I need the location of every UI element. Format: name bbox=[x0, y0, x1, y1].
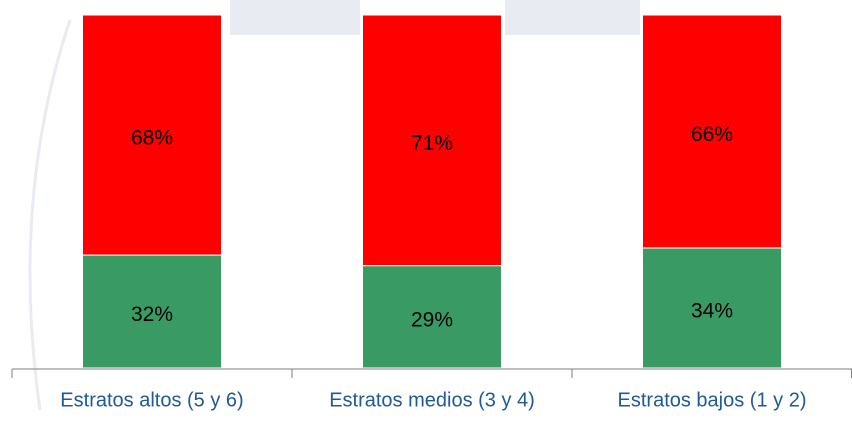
value-label: 34% bbox=[691, 300, 733, 323]
watermark-arc bbox=[28, 19, 72, 411]
value-label: 68% bbox=[131, 127, 173, 150]
value-label: 66% bbox=[691, 123, 733, 146]
bar-segment bbox=[82, 254, 222, 369]
bar-segment bbox=[642, 14, 782, 249]
bar-segment bbox=[362, 265, 502, 369]
bar-segment bbox=[362, 14, 502, 267]
value-label: 29% bbox=[411, 308, 453, 331]
value-label: 32% bbox=[131, 303, 173, 326]
x-tick-label: Estratos bajos (1 y 2) bbox=[618, 389, 807, 411]
bar-segment bbox=[642, 247, 782, 369]
x-tick-label: Estratos medios (3 y 4) bbox=[329, 389, 535, 411]
x-tick-label: Estratos altos (5 y 6) bbox=[60, 389, 243, 411]
bar-segment bbox=[82, 14, 222, 256]
watermark bbox=[28, 0, 640, 411]
value-label: 71% bbox=[411, 132, 453, 155]
